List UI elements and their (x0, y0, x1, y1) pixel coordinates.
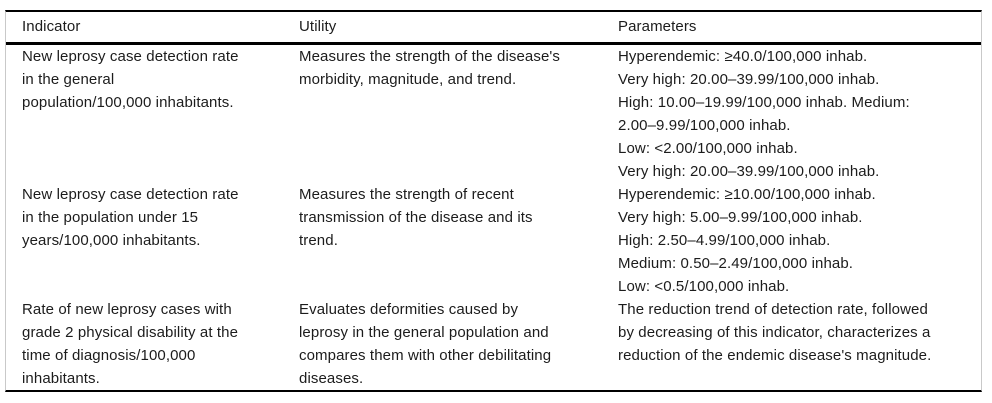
table-header-row: Indicator Utility Parameters (6, 12, 981, 45)
utility-cell: Measures the strength of recent transmis… (299, 186, 533, 249)
parameters-cell: Hyperendemic: ≥10.00/100,000 inhab. Very… (618, 186, 876, 295)
indicator-cell: Rate of new leprosy cases with grade 2 p… (22, 301, 239, 387)
indicator-cell: New leprosy case detection rate in the p… (22, 186, 239, 249)
column-header-indicator: Indicator (22, 18, 81, 35)
utility-cell: Measures the strength of the disease's m… (299, 48, 560, 88)
parameters-cell: The reduction trend of detection rate, f… (618, 301, 932, 364)
indicator-cell: New leprosy case detection rate in the g… (22, 48, 239, 111)
column-header-parameters: Parameters (618, 18, 697, 35)
table-row-3: Rate of new leprosy cases with grade 2 p… (6, 298, 981, 390)
utility-cell: Evaluates deformities caused by leprosy … (299, 301, 552, 387)
table-row-1: New leprosy case detection rate in the g… (6, 45, 981, 183)
table-row-2: New leprosy case detection rate in the p… (6, 183, 981, 298)
column-header-utility: Utility (299, 18, 337, 35)
leprosy-indicators-table: Indicator Utility Parameters New leprosy… (5, 10, 982, 392)
parameters-cell: Hyperendemic: ≥40.0/100,000 inhab. Very … (618, 48, 910, 180)
